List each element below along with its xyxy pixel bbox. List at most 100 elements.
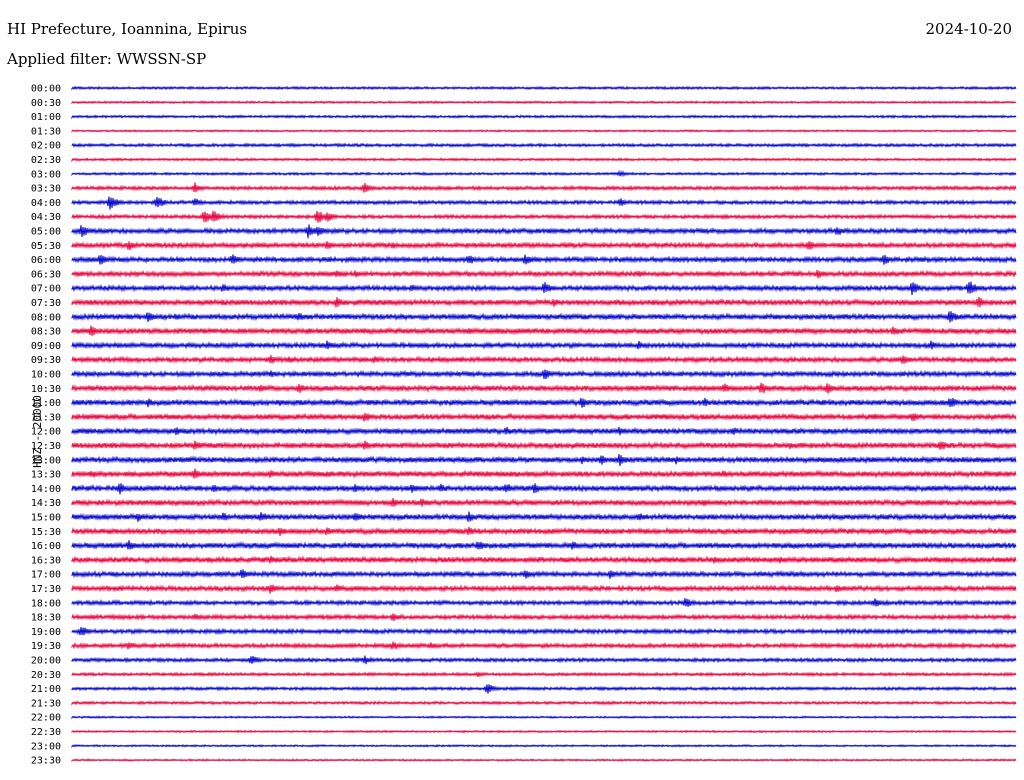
seismic-trace bbox=[71, 540, 1017, 551]
time-label: 13:30 bbox=[31, 470, 61, 481]
seismic-trace bbox=[71, 511, 1017, 522]
seismic-trace bbox=[71, 453, 1017, 466]
seismic-trace bbox=[71, 684, 1017, 694]
time-label: 09:30 bbox=[31, 355, 61, 366]
time-label: 09:00 bbox=[31, 341, 61, 352]
time-label: 18:30 bbox=[31, 613, 61, 624]
seismic-trace bbox=[71, 340, 1017, 350]
seismic-trace bbox=[71, 483, 1017, 495]
seismic-trace bbox=[71, 440, 1017, 451]
time-label: 18:00 bbox=[31, 598, 61, 609]
seismic-trace bbox=[71, 269, 1017, 279]
seismic-trace bbox=[71, 655, 1017, 665]
seismic-trace bbox=[71, 355, 1017, 364]
time-label: 01:00 bbox=[31, 112, 61, 123]
seismic-trace bbox=[71, 296, 1017, 308]
time-label: 06:30 bbox=[31, 269, 61, 280]
seismic-trace bbox=[71, 743, 1017, 748]
time-label: 02:00 bbox=[31, 141, 61, 152]
time-label: 15:30 bbox=[31, 527, 61, 538]
time-label: 15:00 bbox=[31, 513, 61, 524]
time-label: 04:00 bbox=[31, 198, 61, 209]
time-label: 08:30 bbox=[31, 327, 61, 338]
seismic-trace bbox=[71, 254, 1017, 265]
time-label: 12:00 bbox=[31, 427, 61, 438]
time-label: 03:00 bbox=[31, 169, 61, 180]
time-label: 08:00 bbox=[31, 312, 61, 323]
seismic-trace bbox=[71, 584, 1017, 594]
time-label: 10:30 bbox=[31, 384, 61, 395]
time-label: 19:30 bbox=[31, 641, 61, 652]
time-label: 00:00 bbox=[31, 84, 61, 95]
time-label: 20:30 bbox=[31, 670, 61, 681]
seismic-trace bbox=[71, 526, 1017, 537]
time-label: 20:00 bbox=[31, 656, 61, 667]
seismic-trace bbox=[71, 715, 1017, 720]
seismic-trace bbox=[71, 157, 1017, 163]
seismic-trace bbox=[71, 382, 1017, 394]
seismic-trace bbox=[71, 626, 1017, 636]
seismic-trace bbox=[71, 85, 1017, 91]
seismic-trace bbox=[71, 142, 1017, 149]
time-label: 07:30 bbox=[31, 298, 61, 309]
time-label: 02:30 bbox=[31, 155, 61, 166]
seismic-trace bbox=[71, 196, 1017, 210]
seismic-trace bbox=[71, 426, 1017, 436]
seismic-trace bbox=[71, 311, 1017, 323]
time-label: 19:00 bbox=[31, 627, 61, 638]
time-label: 00:30 bbox=[31, 98, 61, 109]
seismic-trace bbox=[71, 281, 1017, 296]
seismic-trace bbox=[71, 670, 1017, 678]
seismic-trace bbox=[71, 114, 1017, 120]
seismic-trace bbox=[71, 129, 1017, 133]
time-label: 22:30 bbox=[31, 727, 61, 738]
time-label: 11:30 bbox=[31, 412, 61, 423]
time-label: 17:30 bbox=[31, 584, 61, 595]
seismic-trace bbox=[71, 498, 1017, 508]
time-label: 21:30 bbox=[31, 698, 61, 709]
record-date: 2024-10-20 bbox=[925, 20, 1012, 38]
time-label: 05:00 bbox=[31, 227, 61, 238]
seismic-trace bbox=[71, 100, 1017, 105]
station-title: HI Prefecture, Ioannina, Epirus bbox=[7, 20, 248, 38]
seismic-trace bbox=[71, 169, 1017, 178]
time-label: 13:00 bbox=[31, 455, 61, 466]
seismic-trace bbox=[71, 468, 1017, 479]
seismic-trace bbox=[71, 210, 1017, 223]
seismic-trace bbox=[71, 598, 1017, 607]
time-label: 23:30 bbox=[31, 756, 61, 767]
time-label: 21:00 bbox=[31, 684, 61, 695]
filter-label: Applied filter: WWSSN-SP bbox=[7, 50, 207, 68]
seismic-trace bbox=[71, 412, 1017, 422]
seismic-trace bbox=[71, 613, 1017, 622]
seismic-trace bbox=[71, 369, 1017, 380]
time-label: 14:30 bbox=[31, 498, 61, 509]
seismic-trace bbox=[71, 182, 1017, 193]
time-label: 17:00 bbox=[31, 570, 61, 581]
time-label: 22:00 bbox=[31, 713, 61, 724]
time-label: 10:00 bbox=[31, 370, 61, 381]
seismic-trace bbox=[71, 325, 1017, 336]
seismic-trace bbox=[71, 397, 1017, 408]
time-label: 07:00 bbox=[31, 284, 61, 295]
time-label: 05:30 bbox=[31, 241, 61, 252]
time-label: 04:30 bbox=[31, 212, 61, 223]
seismic-trace bbox=[71, 555, 1017, 565]
time-label: 06:00 bbox=[31, 255, 61, 266]
seismic-trace bbox=[71, 224, 1017, 239]
time-label: 14:00 bbox=[31, 484, 61, 495]
time-label: 01:30 bbox=[31, 126, 61, 137]
time-label: 16:30 bbox=[31, 555, 61, 566]
time-label: 11:00 bbox=[31, 398, 61, 409]
seismic-trace bbox=[71, 700, 1017, 706]
seismic-trace bbox=[71, 758, 1017, 763]
seismic-trace bbox=[71, 569, 1017, 579]
time-label: 12:30 bbox=[31, 441, 61, 452]
seismic-trace bbox=[71, 241, 1017, 251]
seismic-trace bbox=[71, 641, 1017, 650]
time-label: 16:00 bbox=[31, 541, 61, 552]
time-label: 03:30 bbox=[31, 184, 61, 195]
time-label: 23:00 bbox=[31, 741, 61, 752]
